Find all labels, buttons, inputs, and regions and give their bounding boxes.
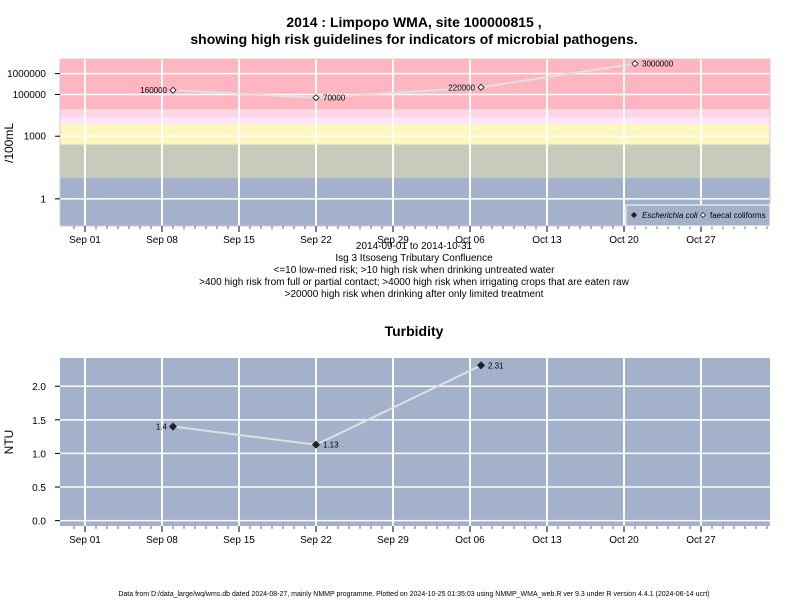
plot-background (60, 358, 770, 526)
caption-risk-line-2: >400 high risk from full or partial cont… (199, 277, 629, 288)
data-label: 3000000 (642, 60, 674, 69)
gridlines (60, 59, 770, 226)
x-tick-label: Oct 13 (532, 235, 562, 246)
microbial-plot-panel: 160000 70000 220000 3000000 1 1000 100000 1000… (2, 58, 771, 300)
legend: Escherichia coli faecal coliforms (625, 204, 771, 227)
legend-box (625, 204, 771, 227)
data-label: 70000 (323, 94, 346, 103)
x-tick-label: Sep 08 (146, 235, 178, 246)
turbidity-title: Turbidity (385, 323, 444, 339)
footer-note: Data from D:/data_large/wq/wms.db dated … (118, 591, 709, 598)
x-tick-label: Oct 20 (609, 535, 639, 546)
y-tick-label: 2.0 (32, 382, 46, 393)
x-tick-label: Sep 01 (69, 535, 101, 546)
x-tick-label: Oct 06 (455, 535, 485, 546)
x-tick-label: Oct 13 (532, 535, 562, 546)
data-point-turbidity (476, 361, 486, 370)
risk-band (60, 117, 770, 124)
x-tick-label: Sep 29 (377, 235, 409, 246)
data-point-faecal-coliforms (477, 83, 485, 91)
x-tick-label: Sep 15 (223, 235, 255, 246)
y-tick-label: 0.0 (32, 517, 46, 528)
legend-marker-escherichia-coli (630, 211, 638, 219)
x-tick-label: Sep 15 (223, 535, 255, 546)
risk-band (60, 144, 770, 178)
data-label: 160000 (140, 86, 167, 95)
y-axis: 0.0 0.5 1.0 1.5 2.0 (32, 382, 60, 528)
x-tick-label: Oct 27 (686, 235, 716, 246)
data-point-turbidity (311, 440, 321, 449)
x-tick-label: Oct 27 (686, 535, 716, 546)
x-axis: Sep 01 Sep 08 Sep 15 Sep 22 Sep 29 Oct 06 Oct … (69, 226, 768, 246)
y-axis-label: /100mL (2, 123, 16, 163)
y-tick-label: 1000000 (7, 69, 46, 80)
data-label: 1.13 (323, 441, 339, 450)
risk-band (60, 123, 770, 145)
data-labels: 160000 70000 220000 3000000 (140, 60, 673, 103)
risk-bands (60, 59, 770, 226)
y-axis-label: NTU (2, 430, 16, 455)
x-tick-label: Sep 08 (146, 535, 178, 546)
x-axis: Sep 01 Sep 08 Sep 15 Sep 22 Sep 29 Oct 06 Oct … (69, 526, 768, 546)
data-point-faecal-coliforms (631, 59, 639, 68)
series-points (168, 361, 486, 449)
data-point-faecal-coliforms (312, 94, 320, 102)
data-label: 220000 (448, 83, 475, 92)
risk-band (60, 109, 770, 118)
risk-band (60, 59, 770, 110)
legend-label-faecal-coliforms: faecal coliforms (710, 211, 766, 220)
chart-subtitle: showing high risk guidelines for indicat… (190, 31, 637, 47)
caption-risk-line-1: <=10 low-med risk; >10 high risk when dr… (274, 265, 556, 276)
gridlines (60, 358, 770, 526)
y-tick-label: 100000 (13, 90, 47, 101)
y-tick-label: 0.5 (32, 483, 46, 494)
data-point-faecal-coliforms (169, 86, 177, 94)
turbidity-plot-panel: 1.4 1.13 2.31 0.0 0.5 1.0 1.5 2.0 Sep 01 Sep 08… (2, 358, 770, 546)
series-line-faecal-coliforms (172, 62, 636, 99)
caption-risk-line-3: >20000 high risk when drinking after onl… (285, 289, 544, 300)
y-tick-label: 1.5 (32, 416, 46, 427)
y-tick-label: 1.0 (32, 449, 46, 460)
legend-label-escherichia-coli: Escherichia coli (642, 211, 698, 220)
caption-date-range: 2014-09-01 to 2014-10-31 (356, 241, 473, 252)
x-tick-label: Oct 20 (609, 235, 639, 246)
risk-caption: 2014-09-01 to 2014-10-31 Isg 3 Itsoseng … (199, 241, 629, 300)
x-tick-label: Sep 01 (69, 235, 101, 246)
data-label: 2.31 (488, 361, 504, 370)
series-points (169, 59, 639, 102)
chart-title: 2014 : Limpopo WMA, site 100000815 , (286, 14, 541, 30)
data-labels: 1.4 1.13 2.31 (156, 361, 504, 449)
x-tick-label: Oct 06 (455, 235, 485, 246)
y-axis: 1 1000 100000 1000000 (7, 69, 60, 205)
data-point-turbidity (168, 422, 178, 431)
series-lines (172, 62, 636, 99)
legend-marker-faecal-coliforms (699, 211, 707, 219)
x-tick-label: Sep 29 (377, 535, 409, 546)
y-tick-label: 1 (40, 194, 46, 205)
x-tick-label: Sep 22 (300, 535, 332, 546)
caption-site-name: Isg 3 Itsoseng Tributary Confluence (335, 253, 493, 264)
y-tick-label: 1000 (24, 132, 47, 143)
x-tick-label: Sep 22 (300, 235, 332, 246)
data-label: 1.4 (156, 423, 168, 432)
